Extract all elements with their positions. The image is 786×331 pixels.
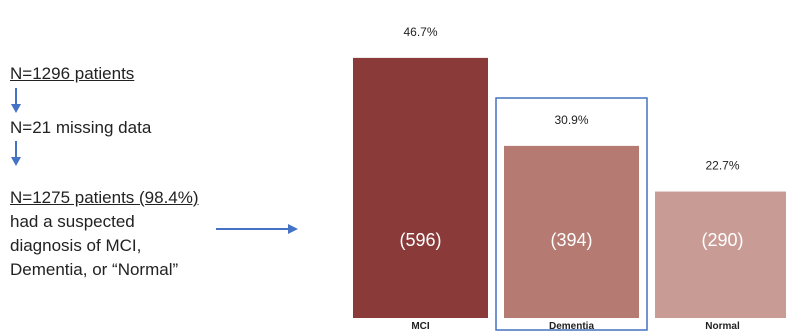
description-line-3: Dementia, or “Normal” xyxy=(10,260,179,279)
value-label-normal: 22.7% xyxy=(705,159,739,173)
flow-arrow-down-1 xyxy=(11,88,21,113)
tick-label-mci: MCI xyxy=(411,321,430,331)
flow-step-missing: N=21 missing data xyxy=(10,118,152,137)
tick-label-dementia: Dementia xyxy=(549,321,594,331)
dementia-highlight-box xyxy=(495,97,648,331)
flow-step-description: had a suspected diagnosis of MCI, Dement… xyxy=(10,210,178,282)
bar-dementia xyxy=(504,145,639,318)
value-label-dementia: 30.9% xyxy=(554,113,588,127)
bar-normal xyxy=(655,191,786,318)
tick-label-normal: Normal xyxy=(705,321,740,331)
count-label-mci: (596) xyxy=(399,230,441,250)
bar-mci xyxy=(353,57,488,318)
flowchart: N=1296 patients N=21 missing data N=1275… xyxy=(10,0,340,331)
count-label-normal: (290) xyxy=(701,230,743,250)
description-line-2: diagnosis of MCI, xyxy=(10,236,142,255)
flow-arrow-down-2 xyxy=(11,141,21,166)
flow-step-total: N=1296 patients xyxy=(10,64,135,83)
flow-arrow-right xyxy=(216,224,298,234)
count-label-dementia: (394) xyxy=(550,230,592,250)
description-line-1: had a suspected xyxy=(10,212,135,231)
value-label-mci: 46.7% xyxy=(403,25,437,39)
flow-step-included: N=1275 patients (98.4%) xyxy=(10,188,199,207)
